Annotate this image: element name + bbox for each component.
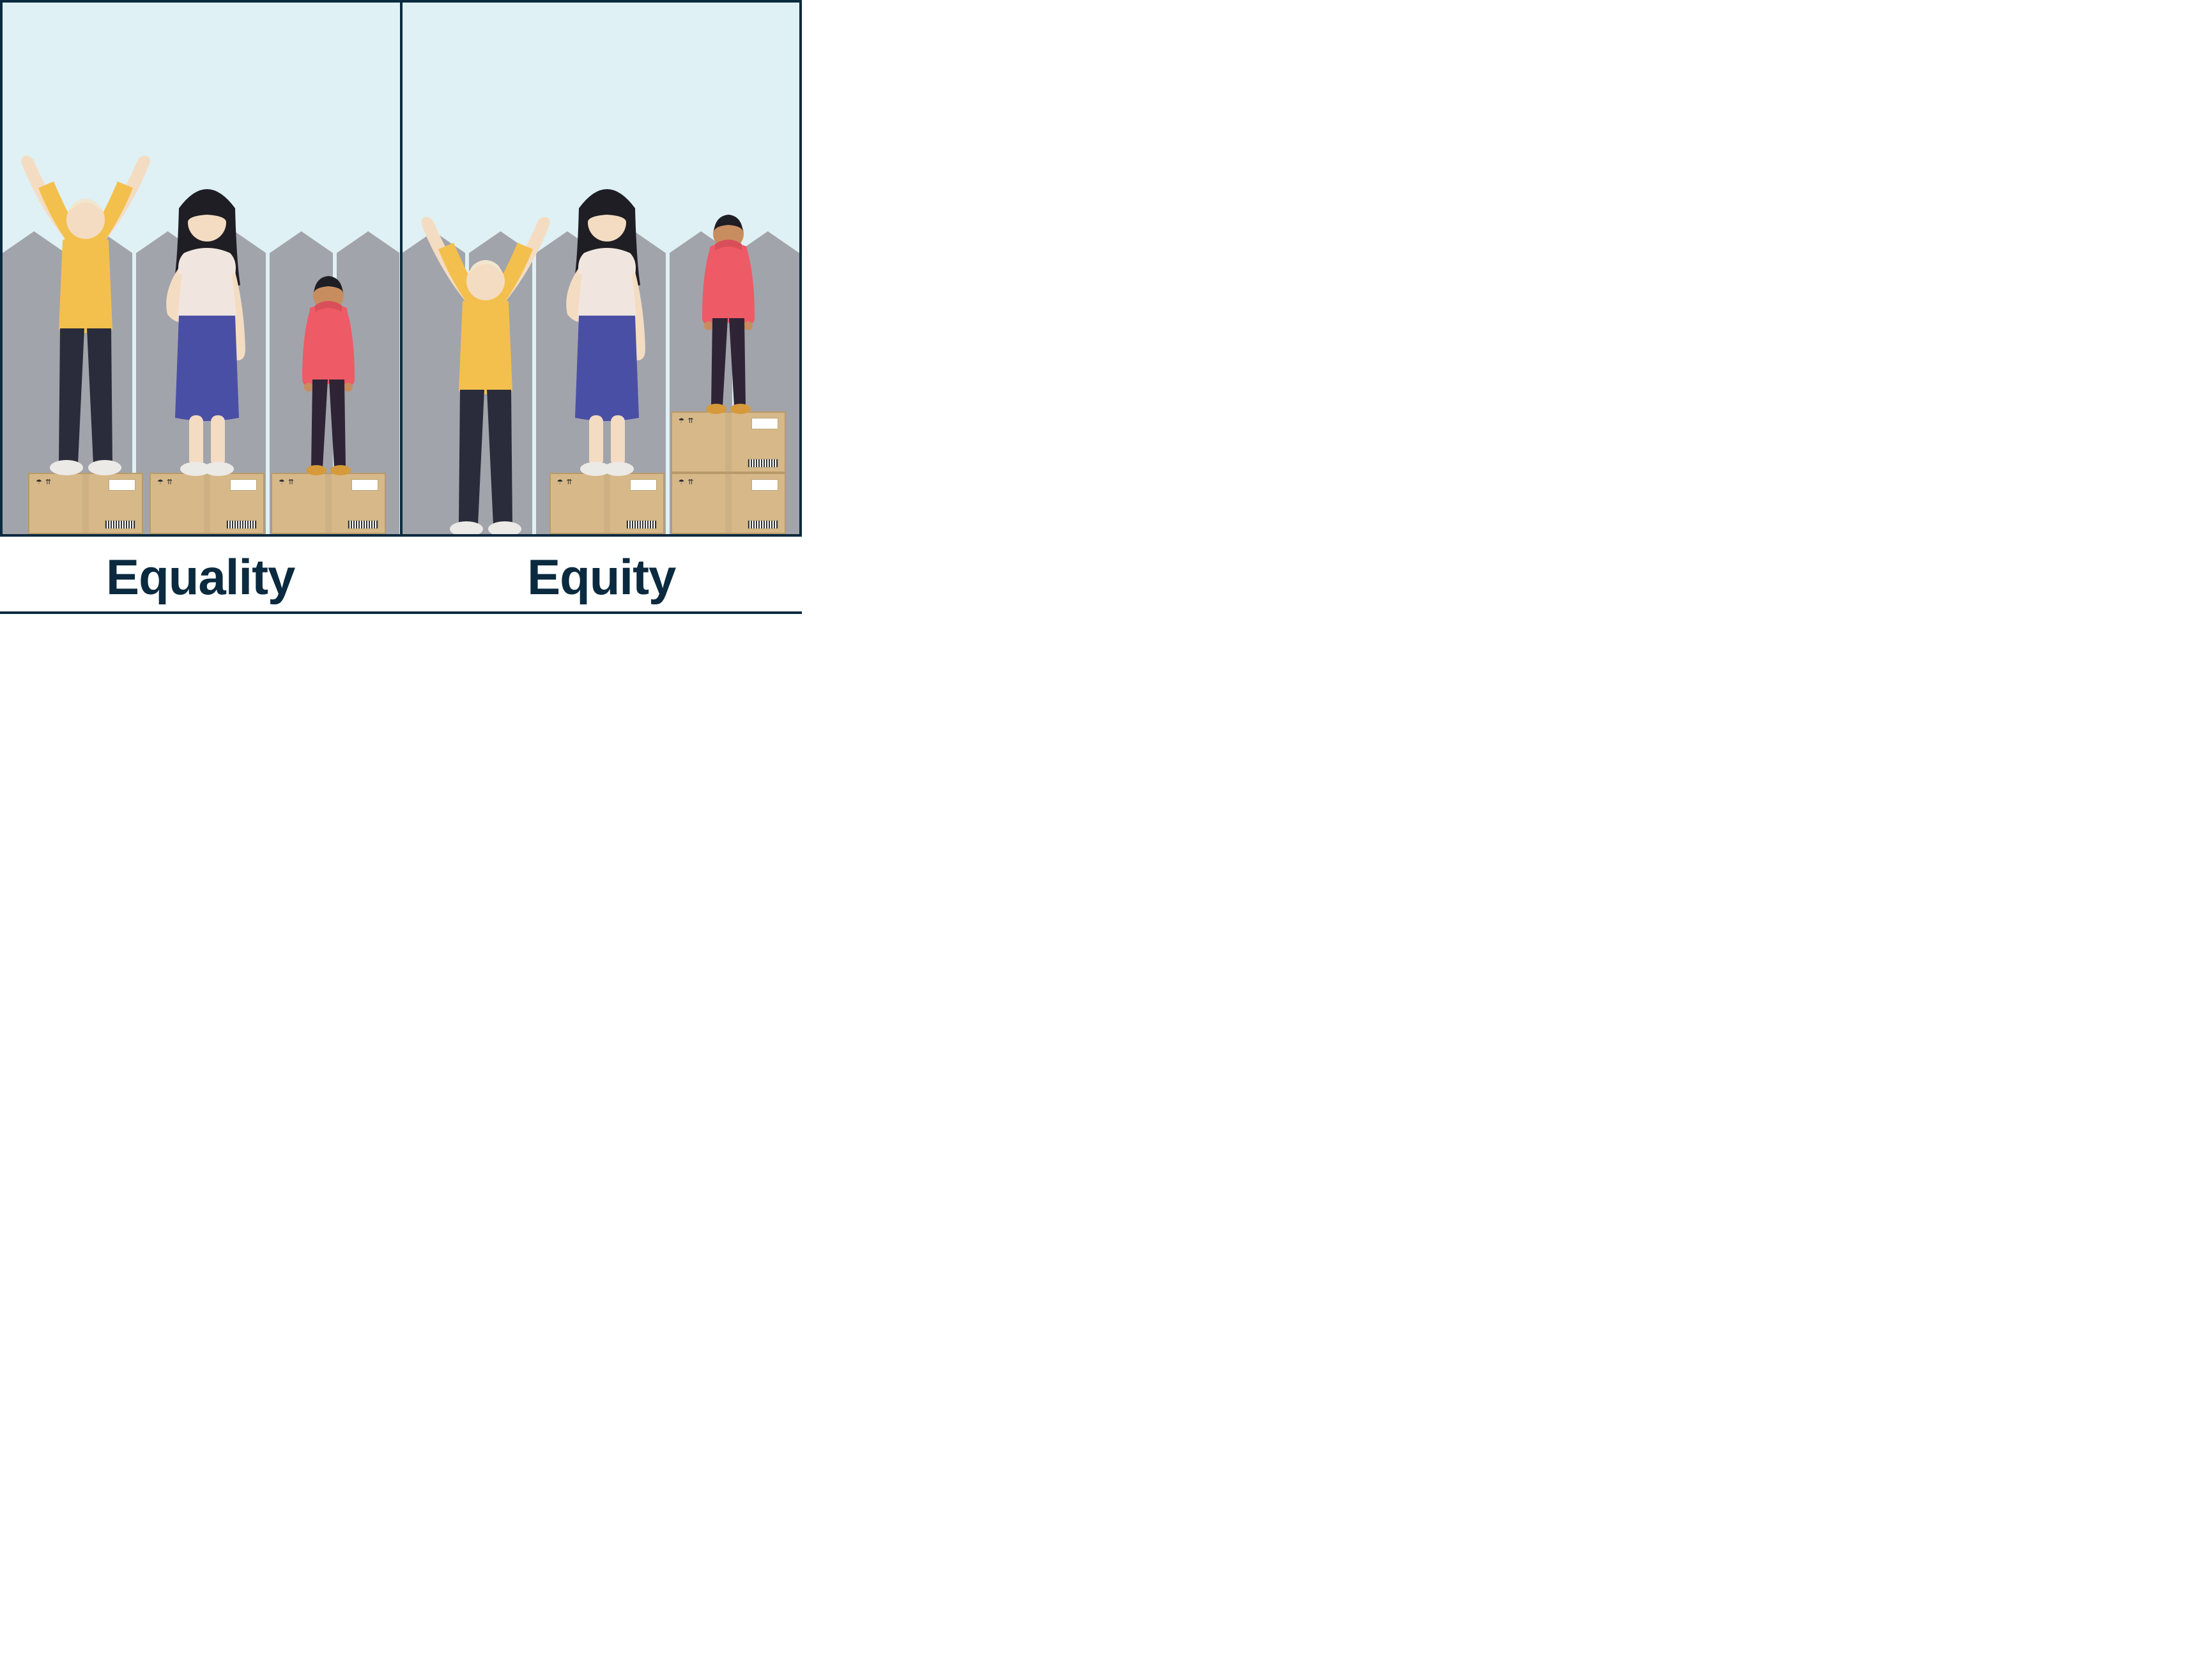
box-stack: ☂ ⇈☂ ⇈ [671, 411, 786, 534]
scene: ☂ ⇈☂ ⇈☂ ⇈ [3, 3, 400, 534]
panels-row: ☂ ⇈☂ ⇈☂ ⇈☂ ⇈☂ ⇈☂ ⇈ [0, 0, 802, 537]
person-child [280, 266, 376, 477]
person-man [9, 144, 162, 477]
box-stack: ☂ ⇈ [28, 473, 143, 534]
cardboard-box: ☂ ⇈ [271, 473, 386, 534]
cardboard-box: ☂ ⇈ [150, 473, 265, 534]
cardboard-box: ☂ ⇈ [671, 411, 786, 473]
labels-row: EqualityEquity [0, 537, 802, 611]
person-child [680, 204, 776, 415]
panel-equity: ☂ ⇈☂ ⇈☂ ⇈ [403, 0, 803, 537]
panel-label-equity: Equity [401, 548, 803, 606]
equality-equity-infographic: ☂ ⇈☂ ⇈☂ ⇈☂ ⇈☂ ⇈☂ ⇈ EqualityEquity [0, 0, 802, 614]
cardboard-box: ☂ ⇈ [671, 473, 786, 534]
panel-equality: ☂ ⇈☂ ⇈☂ ⇈ [0, 0, 403, 537]
box-stack: ☂ ⇈ [150, 473, 265, 534]
person-woman [143, 157, 271, 477]
person-woman [543, 157, 671, 477]
panel-label-equality: Equality [0, 548, 401, 606]
scene: ☂ ⇈☂ ⇈☂ ⇈ [403, 3, 800, 534]
box-stack: ☂ ⇈ [271, 473, 386, 534]
cardboard-box: ☂ ⇈ [549, 473, 664, 534]
box-stack: ☂ ⇈ [549, 473, 664, 534]
cardboard-box: ☂ ⇈ [28, 473, 143, 534]
person-man [409, 206, 562, 537]
